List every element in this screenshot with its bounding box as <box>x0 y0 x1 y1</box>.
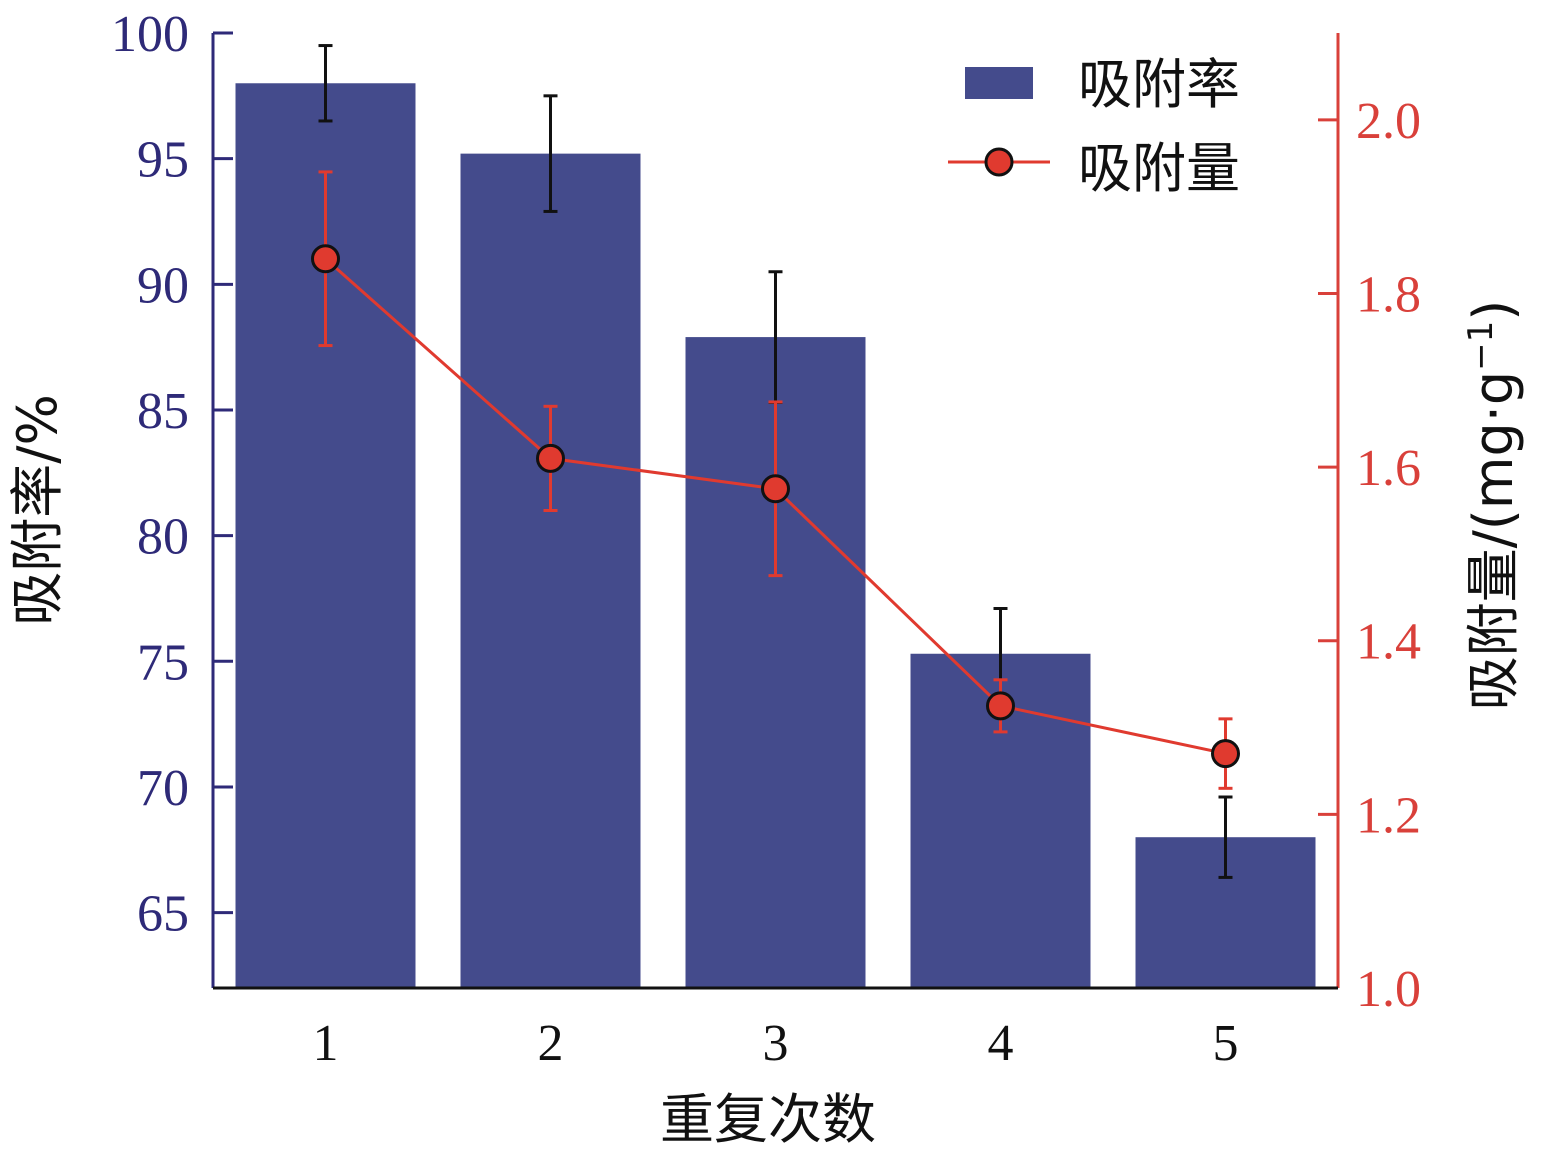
y-axis-right-title-sup: −1 <box>1461 321 1501 371</box>
legend-line-label: 吸附量 <box>1078 137 1240 200</box>
y-left-tick-label-80: 80 <box>137 509 189 566</box>
legend-bar-label: 吸附率 <box>1078 53 1240 116</box>
axes-layer: 65 70 75 80 85 90 95 100 1.0 1.2 1.4 1.6 1.8 2.0 1 2 3 4 5 <box>111 6 1421 1072</box>
y-right-tick-label-1.2: 1.2 <box>1356 787 1421 844</box>
line-point-3 <box>761 474 790 504</box>
line-layer <box>311 170 1240 790</box>
y-right-tick-label-1.0: 1.0 <box>1356 961 1421 1018</box>
y-left-tick-label-95: 95 <box>137 132 189 189</box>
y-axis-left-title: 吸附率/% <box>6 394 69 626</box>
y-left-tick-label-85: 85 <box>137 383 189 440</box>
y-left-tick-label-65: 65 <box>137 886 189 943</box>
line-point-5 <box>1211 739 1240 769</box>
y-left-tick-label-90: 90 <box>137 257 189 314</box>
legend-bar-swatch <box>965 67 1033 99</box>
legend: 吸附率 吸附量 <box>948 53 1240 200</box>
y-axis-right-title-close: ) <box>1462 300 1525 321</box>
line-point-1 <box>311 244 340 274</box>
bar-error-bars-layer <box>318 44 1233 879</box>
y-left-tick-label-100: 100 <box>111 6 189 63</box>
x-axis-title: 重复次数 <box>660 1088 876 1149</box>
legend-line-marker <box>984 147 1014 177</box>
y-left-tick-label-70: 70 <box>137 760 189 817</box>
bar-2 <box>460 153 641 988</box>
line-point-4 <box>986 691 1015 721</box>
y-right-tick-label-1.8: 1.8 <box>1356 266 1421 323</box>
x-tick-label-4: 4 <box>988 1015 1014 1072</box>
y-axis-right-title-main: 吸附量/(mg·g <box>1462 371 1525 711</box>
x-tick-label-5: 5 <box>1213 1015 1239 1072</box>
y-right-tick-label-1.6: 1.6 <box>1356 440 1421 497</box>
y-right-tick-label-2.0: 2.0 <box>1356 93 1421 150</box>
x-tick-label-2: 2 <box>538 1015 564 1072</box>
line-point-2 <box>536 443 565 473</box>
y-right-tick-label-1.4: 1.4 <box>1356 614 1421 671</box>
y-axis-right-title: 吸附量/(mg·g−1) <box>1461 300 1525 711</box>
y-left-tick-label-75: 75 <box>137 634 189 691</box>
x-tick-label-3: 3 <box>763 1015 789 1072</box>
x-tick-label-1: 1 <box>313 1015 339 1072</box>
